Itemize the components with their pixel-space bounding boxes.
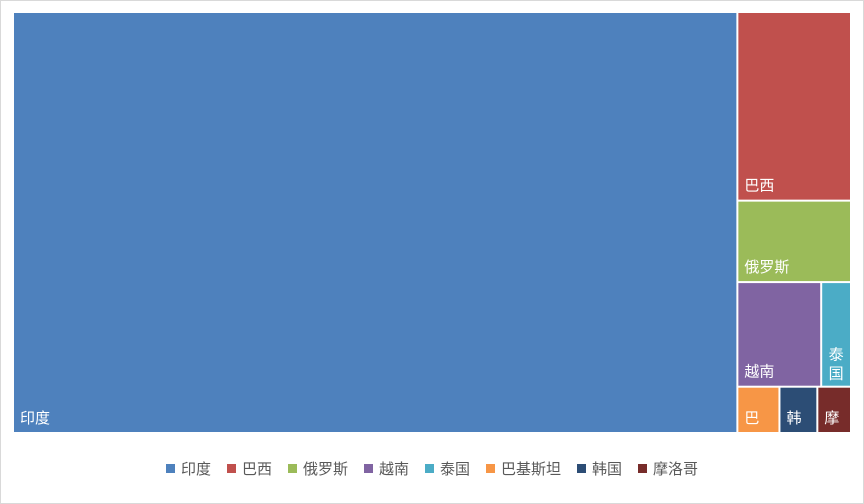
legend-label-pakistan: 巴基斯坦 bbox=[501, 459, 562, 478]
legend-swatch-morocco bbox=[638, 463, 648, 473]
tile-india[interactable]: 印度 bbox=[14, 13, 737, 432]
tile-label-morocco: 摩 bbox=[824, 409, 839, 427]
legend-swatch-russia bbox=[287, 463, 297, 473]
tile-rect-morocco bbox=[818, 387, 850, 432]
tile-rect-korea bbox=[780, 387, 817, 432]
legend-item-russia[interactable]: 俄罗斯 bbox=[287, 458, 348, 479]
legend-label-morocco: 摩洛哥 bbox=[653, 459, 699, 478]
legend-item-thailand[interactable]: 泰国 bbox=[425, 458, 470, 479]
tile-label-russia: 俄罗斯 bbox=[744, 258, 789, 276]
tile-label-korea: 韩 bbox=[786, 409, 801, 427]
legend: 印度 巴西 俄罗斯 越南 泰国 巴基斯坦 韩国 摩洛哥 bbox=[1, 457, 863, 479]
legend-label-india: 印度 bbox=[180, 459, 211, 478]
tile-pakistan[interactable]: 巴 bbox=[738, 387, 779, 432]
legend-label-brazil: 巴西 bbox=[241, 459, 272, 478]
tile-label-pakistan: 巴 bbox=[744, 409, 759, 427]
tile-rect-india bbox=[14, 13, 737, 432]
tile-label-vietnam: 越南 bbox=[744, 363, 774, 381]
tile-rect-russia bbox=[738, 201, 850, 282]
tile-label-india: 印度 bbox=[20, 409, 50, 427]
tile-russia[interactable]: 俄罗斯 bbox=[738, 201, 850, 282]
legend-item-brazil[interactable]: 巴西 bbox=[226, 458, 272, 479]
legend-item-pakistan[interactable]: 巴基斯坦 bbox=[486, 458, 561, 479]
tile-label-brazil: 巴西 bbox=[744, 177, 774, 195]
tile-vietnam[interactable]: 越南 bbox=[738, 283, 821, 386]
legend-item-korea[interactable]: 韩国 bbox=[577, 458, 622, 479]
legend-item-vietnam[interactable]: 越南 bbox=[363, 458, 409, 479]
legend-label-thailand: 泰国 bbox=[440, 459, 471, 478]
legend-swatch-brazil bbox=[226, 463, 236, 473]
legend-label-russia: 俄罗斯 bbox=[302, 459, 348, 478]
tile-rect-pakistan bbox=[738, 387, 779, 432]
tile-rect-brazil bbox=[738, 13, 850, 200]
tile-morocco[interactable]: 摩 bbox=[818, 387, 850, 432]
tile-rect-thailand bbox=[822, 283, 850, 386]
legend-swatch-pakistan bbox=[486, 463, 496, 473]
legend-item-morocco[interactable]: 摩洛哥 bbox=[638, 458, 698, 479]
tile-brazil[interactable]: 巴西 bbox=[738, 13, 850, 200]
tile-rect-vietnam bbox=[738, 283, 821, 386]
tile-label-thailand-1: 国 bbox=[829, 365, 844, 383]
legend-label-korea: 韩国 bbox=[592, 459, 623, 478]
tile-korea[interactable]: 韩 bbox=[780, 387, 817, 432]
legend-swatch-vietnam bbox=[363, 463, 373, 473]
legend-label-vietnam: 越南 bbox=[378, 459, 409, 478]
legend-item-india[interactable]: 印度 bbox=[165, 458, 211, 479]
legend-swatch-india bbox=[165, 463, 175, 473]
tile-thailand[interactable]: 泰国 bbox=[822, 283, 850, 386]
legend-swatch-korea bbox=[577, 463, 587, 473]
tile-label-thailand-0: 泰 bbox=[829, 346, 844, 364]
legend-swatch-thailand bbox=[425, 463, 434, 473]
